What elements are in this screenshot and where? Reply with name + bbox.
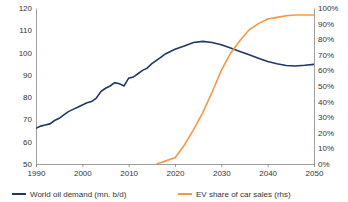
tick: 10% [314, 144, 334, 153]
tick-label: 0% [318, 160, 330, 169]
tick-label: 90 [23, 71, 32, 80]
axis-line [36, 9, 37, 165]
tick: 80 [23, 93, 36, 102]
tick: 100% [314, 4, 338, 13]
tick-label: 70 [23, 115, 32, 124]
tick-label: 120 [19, 4, 33, 13]
tick: 50 [23, 160, 36, 169]
chart: 1990 2000 2010 2020 2030 2040 2050 50 60 70 80 90 10… [0, 0, 348, 202]
tick-label: 2020 [167, 169, 185, 178]
y-axis: 50 60 70 80 90 100 110 120 [19, 4, 37, 169]
legend-swatch [178, 193, 192, 195]
tick-label: 90% [318, 20, 334, 29]
tick: 40% [314, 98, 334, 107]
legend-item: EV share of car sales (rhs) [178, 190, 291, 199]
tick: 20% [314, 129, 334, 138]
plot-area: 1990 2000 2010 2020 2030 2040 2050 50 60 70 80 90 10… [19, 4, 339, 178]
tick: 90 [23, 71, 36, 80]
tick-label: 80 [23, 93, 32, 102]
tick: 60 [23, 138, 36, 147]
axis-line [314, 9, 315, 165]
tick-label: 30% [318, 113, 334, 122]
tick: 110 [19, 26, 36, 35]
tick-label: 1990 [28, 169, 46, 178]
tick-label: 2040 [259, 169, 277, 178]
tick: 2020 [167, 164, 185, 178]
tick-label: 2030 [213, 169, 231, 178]
legend-swatch [12, 193, 26, 195]
tick-label: 60 [23, 138, 32, 147]
tick: 2010 [120, 164, 138, 178]
tick: 0% [314, 160, 330, 169]
tick: 90% [314, 20, 334, 29]
tick-label: 70% [318, 51, 334, 60]
legend-label: World oil demand (mn. b/d) [30, 190, 127, 199]
tick: 2030 [213, 164, 231, 178]
tick-label: 50 [23, 160, 32, 169]
tick-label: 2050 [306, 169, 324, 178]
series-line [36, 41, 314, 128]
tick: 2000 [74, 164, 92, 178]
tick-mark [268, 164, 269, 167]
tick: 70% [314, 51, 334, 60]
tick-label: 10% [318, 144, 334, 153]
axis-line [37, 165, 315, 168]
tick: 120 [19, 4, 36, 13]
tick-label: 20% [318, 129, 334, 138]
tick: 100 [19, 49, 36, 58]
series-line [156, 15, 314, 164]
tick: 30% [314, 113, 334, 122]
tick-label: 110 [19, 26, 32, 35]
tick-label: 40% [318, 98, 334, 107]
tick-label: 50% [318, 82, 334, 91]
legend-label: EV share of car sales (rhs) [196, 190, 291, 199]
tick: 2040 [259, 164, 277, 178]
tick: 70 [23, 115, 36, 124]
tick-mark [175, 164, 176, 167]
tick: 80% [314, 35, 334, 44]
tick-mark [82, 164, 83, 167]
x-axis: 1990 2000 2010 2020 2030 2040 2050 [28, 164, 324, 178]
tick-label: 2010 [120, 169, 138, 178]
tick-mark [221, 164, 222, 167]
tick-label: 80% [318, 35, 334, 44]
tick-label: 2000 [74, 169, 92, 178]
tick-label: 100 [19, 49, 33, 58]
tick: 50% [314, 82, 334, 91]
tick-mark [129, 164, 130, 167]
legend: World oil demand (mn. b/d) EV share of ca… [12, 190, 291, 199]
y2-axis: 0% 10% 20% 30% 40% 50% 60% 70% 80% 90% 100% [314, 4, 338, 169]
tick: 60% [314, 66, 334, 75]
tick-label: 100% [318, 4, 338, 13]
tick-label: 60% [318, 66, 334, 75]
legend-item: World oil demand (mn. b/d) [12, 190, 127, 199]
series-group [36, 15, 314, 164]
